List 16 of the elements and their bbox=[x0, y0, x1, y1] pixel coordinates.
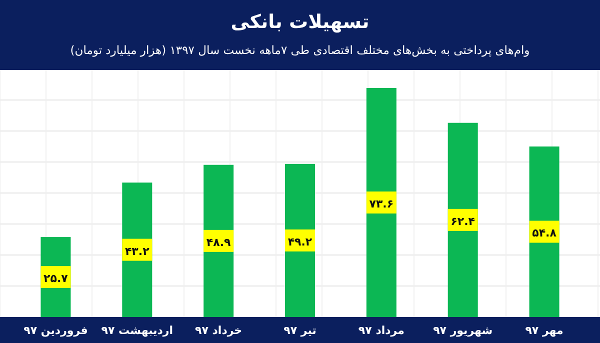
data-label: ۴۹.۲ bbox=[288, 235, 312, 248]
x-tick-label: خرداد ۹۷ bbox=[195, 324, 242, 337]
x-tick-label: شهریور ۹۷ bbox=[433, 324, 493, 337]
x-tick-label: مرداد ۹۷ bbox=[358, 324, 404, 337]
data-label: ۶۲.۴ bbox=[450, 214, 476, 228]
data-label: ۵۴.۸ bbox=[532, 226, 557, 240]
chart-title: تسهیلات بانکی bbox=[230, 11, 370, 33]
data-label: ۴۳.۲ bbox=[124, 244, 150, 258]
data-label: ۷۳.۶ bbox=[369, 198, 394, 210]
data-label: ۴۸.۹ bbox=[206, 236, 232, 249]
x-tick-label: فروردین ۹۷ bbox=[24, 324, 88, 337]
data-label: ۲۵.۷ bbox=[44, 272, 68, 286]
x-tick-label: مهر ۹۷ bbox=[525, 324, 564, 337]
chart-subtitle: وام‌های پرداختی به بخش‌های مختلف اقتصادی طی ۷ماهه نخست سال ۱۳۹۷ (هزار میلیارد تومان) bbox=[70, 43, 530, 57]
x-tick-label: تیر ۹۷ bbox=[284, 324, 316, 337]
x-tick-label: اردیبهشت ۹۷ bbox=[101, 324, 174, 337]
